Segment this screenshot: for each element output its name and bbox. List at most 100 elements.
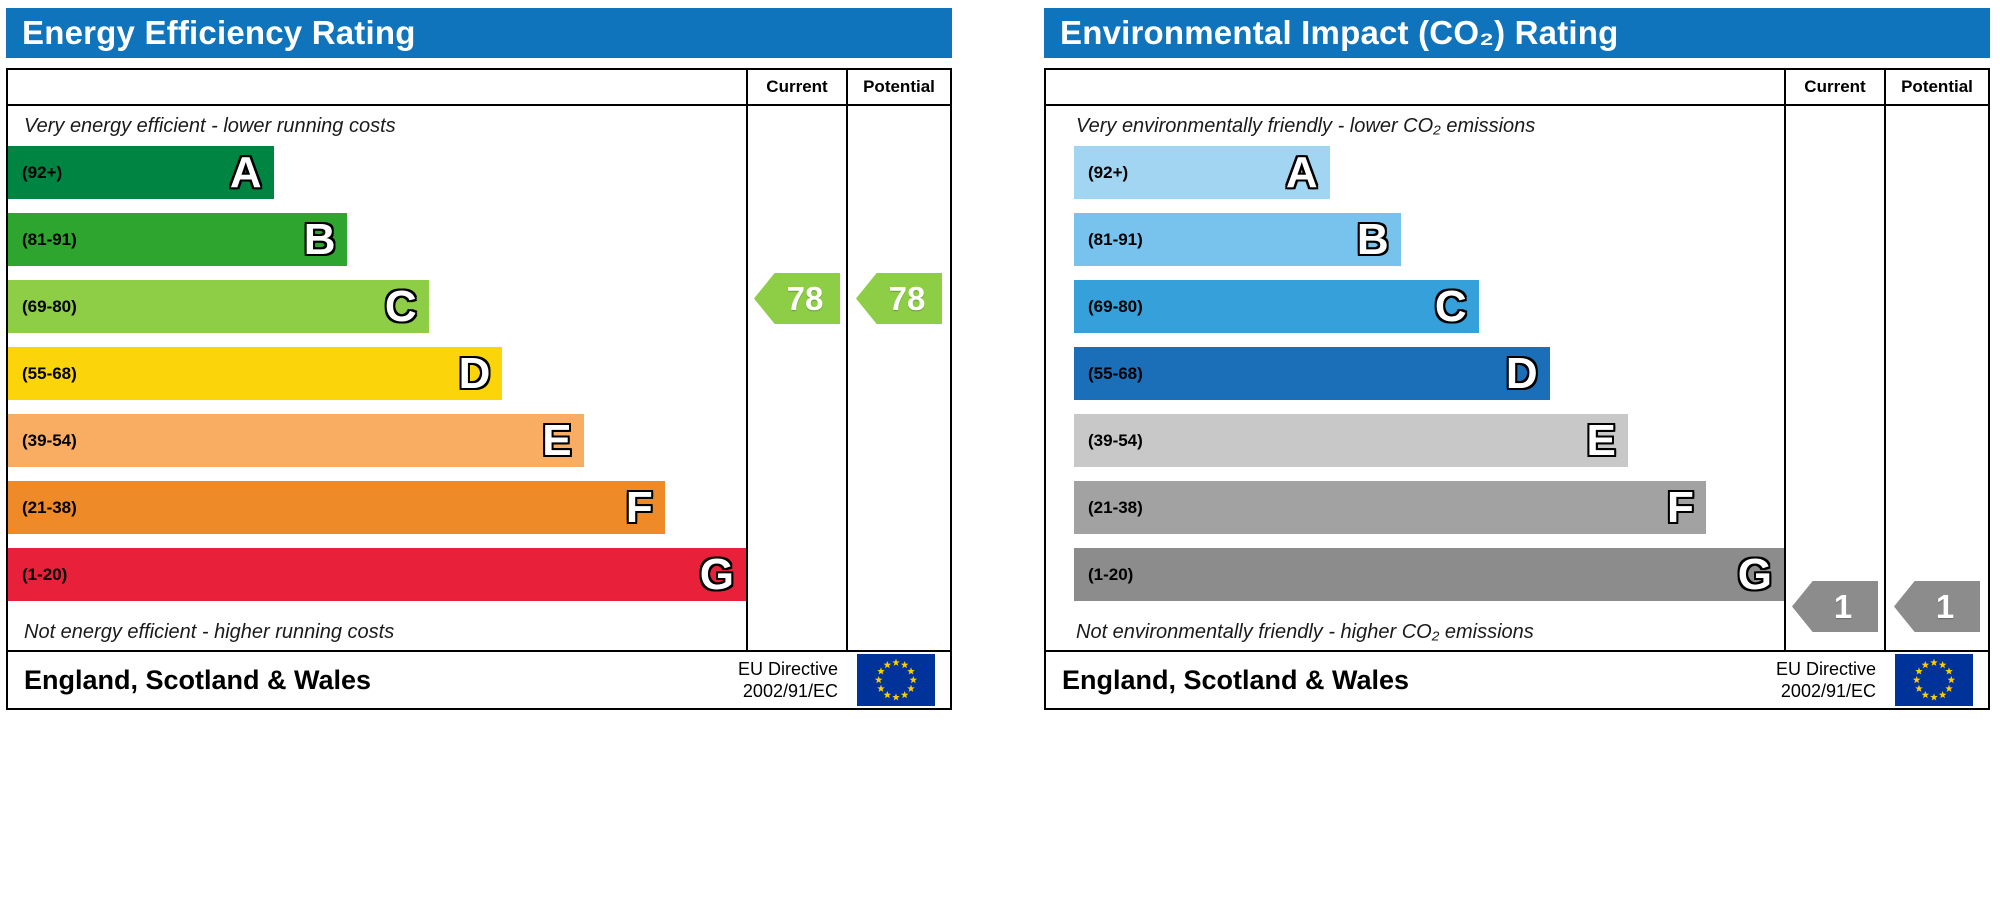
- eu-directive-label: EU Directive 2002/91/EC: [1776, 658, 1876, 703]
- band-letter: E: [542, 415, 572, 465]
- band-letter: E: [1586, 415, 1616, 465]
- band-bar-G: (1-20) G: [8, 548, 746, 601]
- band-range-label: (92+): [22, 162, 63, 182]
- band-row-B: (81-91) B: [8, 213, 746, 266]
- band-letter: B: [1356, 214, 1389, 264]
- band-range-label: (1-20): [1088, 564, 1134, 584]
- current-rating-arrow: 1: [1792, 581, 1878, 632]
- environmental-impact-table: Current Potential Very environmentally f…: [1044, 68, 1990, 710]
- current-column-header: Current: [746, 70, 846, 106]
- band-row-G: (1-20) G: [1074, 548, 1784, 601]
- band-bar-D: (55-68) D: [1074, 347, 1550, 400]
- energy-efficiency-table: Current Potential Very energy efficient …: [6, 68, 952, 710]
- band-area: Very energy efficient - lower running co…: [8, 106, 746, 650]
- band-row-E: (39-54) E: [1074, 414, 1784, 467]
- band-range-label: (69-80): [1088, 296, 1143, 316]
- current-rating-value: 1: [1833, 587, 1853, 625]
- band-range-label: (81-91): [22, 229, 77, 249]
- band-list: (92+) A (81-91) B (69-80) C (55-68) D (39-54) E (2…: [1046, 146, 1784, 615]
- band-range-label: (39-54): [1088, 430, 1143, 450]
- band-bar-F: (21-38) F: [8, 481, 665, 534]
- band-letter: C: [384, 281, 417, 331]
- band-row-C: (69-80) C: [1074, 280, 1784, 333]
- band-bar-B: (81-91) B: [8, 213, 348, 266]
- band-range-label: (21-38): [22, 497, 77, 517]
- band-bar-D: (55-68) D: [8, 347, 503, 400]
- band-bar-F: (21-38) F: [1074, 481, 1706, 534]
- environmental-impact-title-bar: Environmental Impact (CO₂) Rating: [1044, 8, 1990, 58]
- band-row-A: (92+) A: [8, 146, 746, 199]
- footer-region-label: England, Scotland & Wales: [24, 664, 372, 695]
- band-row-A: (92+) A: [1074, 146, 1784, 199]
- band-row-D: (55-68) D: [1074, 347, 1784, 400]
- chart-footer: England, Scotland & Wales EU Directive 2…: [1046, 650, 1988, 708]
- band-letter: G: [1737, 549, 1772, 599]
- band-range-label: (39-54): [22, 430, 77, 450]
- band-letter: G: [699, 549, 734, 599]
- top-caption: Very environmentally friendly - lower CO…: [1076, 114, 1536, 137]
- band-range-label: (21-38): [1088, 497, 1143, 517]
- band-bar-A: (92+) A: [8, 146, 274, 199]
- bottom-caption: Not energy efficient - higher running co…: [24, 621, 395, 643]
- potential-column: 1: [1884, 106, 1988, 650]
- chart-footer: England, Scotland & Wales EU Directive 2…: [8, 650, 950, 708]
- epc-charts-container: Energy Efficiency Rating Current Potenti…: [6, 8, 1990, 710]
- band-bar-C: (69-80) C: [1074, 280, 1479, 333]
- footer-region-label: England, Scotland & Wales: [1062, 664, 1410, 695]
- bottom-caption: Not environmentally friendly - higher CO…: [1076, 621, 1534, 643]
- current-rating-value: 78: [786, 279, 824, 317]
- eu-flag-icon: [1895, 654, 1973, 706]
- potential-rating-arrow: 1: [1894, 581, 1980, 632]
- eu-flag-icon: [857, 654, 935, 706]
- eu-directive-label: EU Directive 2002/91/EC: [738, 658, 838, 703]
- eu-directive-line1: EU Directive: [1775, 658, 1876, 679]
- band-bar-A: (92+) A: [1074, 146, 1330, 199]
- band-row-F: (21-38) F: [1074, 481, 1784, 534]
- top-caption: Very energy efficient - lower running co…: [24, 114, 396, 137]
- energy-efficiency-chart: Energy Efficiency Rating Current Potenti…: [6, 8, 952, 710]
- band-row-C: (69-80) C: [8, 280, 746, 333]
- band-range-label: (55-68): [1088, 363, 1143, 383]
- current-column: 1: [1784, 106, 1884, 650]
- energy-efficiency-title: Energy Efficiency Rating: [22, 14, 416, 51]
- eu-directive-line1: EU Directive: [737, 658, 838, 679]
- potential-column-header: Potential: [846, 70, 950, 106]
- band-row-D: (55-68) D: [8, 347, 746, 400]
- potential-column: 78: [846, 106, 950, 650]
- band-range-label: (81-91): [1088, 229, 1143, 249]
- band-letter: B: [303, 214, 336, 264]
- band-letter: F: [625, 482, 653, 532]
- current-rating-arrow: 78: [754, 273, 840, 324]
- potential-column-header: Potential: [1884, 70, 1988, 106]
- band-letter: D: [1505, 348, 1538, 398]
- corner-cell: [8, 70, 746, 106]
- band-row-F: (21-38) F: [8, 481, 746, 534]
- band-range-label: (1-20): [22, 564, 68, 584]
- band-bar-C: (69-80) C: [8, 280, 429, 333]
- corner-cell: [1046, 70, 1784, 106]
- energy-efficiency-title-bar: Energy Efficiency Rating: [6, 8, 952, 58]
- band-range-label: (92+): [1088, 162, 1129, 182]
- band-letter: A: [1285, 147, 1318, 197]
- band-list: (92+) A (81-91) B (69-80) C (55-68) D (39-54) E (2…: [8, 146, 746, 615]
- band-letter: C: [1434, 281, 1467, 331]
- potential-rating-value: 1: [1935, 587, 1955, 625]
- band-letter: A: [229, 147, 262, 197]
- band-row-G: (1-20) G: [8, 548, 746, 601]
- band-bar-E: (39-54) E: [1074, 414, 1628, 467]
- band-range-label: (55-68): [22, 363, 77, 383]
- potential-rating-value: 78: [888, 279, 926, 317]
- current-column-header: Current: [1784, 70, 1884, 106]
- current-column: 78: [746, 106, 846, 650]
- band-letter: F: [1667, 482, 1694, 532]
- band-row-E: (39-54) E: [8, 414, 746, 467]
- potential-rating-arrow: 78: [856, 273, 942, 324]
- band-bar-G: (1-20) G: [1074, 548, 1784, 601]
- environmental-impact-chart: Environmental Impact (CO₂) Rating Curren…: [1044, 8, 1990, 710]
- band-letter: D: [458, 348, 491, 398]
- band-row-B: (81-91) B: [1074, 213, 1784, 266]
- band-range-label: (69-80): [22, 296, 77, 316]
- band-bar-E: (39-54) E: [8, 414, 584, 467]
- band-bar-B: (81-91) B: [1074, 213, 1401, 266]
